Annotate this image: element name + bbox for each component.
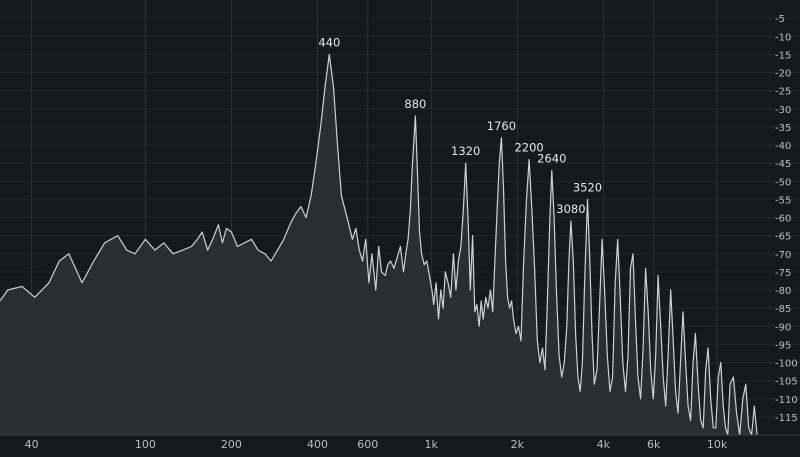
y-tick--105: -105 xyxy=(775,377,798,388)
x-tick-200: 200 xyxy=(221,438,242,451)
y-tick--95: -95 xyxy=(775,340,791,351)
spectrum-area xyxy=(0,54,758,436)
y-tick--30: -30 xyxy=(775,105,791,116)
y-tick--50: -50 xyxy=(775,177,791,188)
y-tick--15: -15 xyxy=(775,50,791,61)
y-tick--20: -20 xyxy=(775,69,791,80)
peak-label-2200: 2200 xyxy=(514,141,543,155)
y-tick--65: -65 xyxy=(775,232,791,243)
peak-label-3080: 3080 xyxy=(556,202,585,216)
y-tick--40: -40 xyxy=(775,141,791,152)
spectrum-line xyxy=(0,53,758,436)
x-tick-4k: 4k xyxy=(597,438,611,451)
y-tick--70: -70 xyxy=(775,250,791,261)
y-tick--90: -90 xyxy=(775,322,791,333)
peak-label-1760: 1760 xyxy=(487,119,516,133)
x-tick-600: 600 xyxy=(357,438,378,451)
y-tick-labels: -5 -10 -15 -20 -25 -30 -35 -40 -45 -50 -55 -60 -65 -7… xyxy=(775,14,798,424)
y-tick--75: -75 xyxy=(775,268,791,279)
x-tick-2k: 2k xyxy=(511,438,525,451)
x-tick-40: 40 xyxy=(25,438,39,451)
y-tick--55: -55 xyxy=(775,195,791,206)
x-tick-1k: 1k xyxy=(425,438,439,451)
x-tick-100: 100 xyxy=(135,438,156,451)
x-tick-labels: 40 100 200 400 600 1k 2k 4k 6k 10k xyxy=(25,438,728,451)
y-tick--5: -5 xyxy=(775,14,785,25)
y-tick--85: -85 xyxy=(775,304,791,315)
y-tick--60: -60 xyxy=(775,214,791,225)
y-tick--35: -35 xyxy=(775,123,791,134)
peak-label-1320: 1320 xyxy=(451,144,480,158)
y-tick--115: -115 xyxy=(775,413,798,424)
y-tick--100: -100 xyxy=(775,359,798,370)
y-tick--25: -25 xyxy=(775,87,791,98)
x-tick-400: 400 xyxy=(307,438,328,451)
x-tick-6k: 6k xyxy=(647,438,661,451)
peak-label-440: 440 xyxy=(318,35,340,49)
x-axis-band xyxy=(0,435,800,457)
peak-label-2640: 2640 xyxy=(537,151,566,165)
y-tick--110: -110 xyxy=(775,395,798,406)
peak-label-3520: 3520 xyxy=(573,180,602,194)
spectrum-series xyxy=(0,53,758,436)
y-tick--80: -80 xyxy=(775,286,791,297)
peak-label-880: 880 xyxy=(404,97,426,111)
x-tick-10k: 10k xyxy=(707,438,728,451)
y-tick--45: -45 xyxy=(775,159,791,170)
y-tick--10: -10 xyxy=(775,32,791,43)
